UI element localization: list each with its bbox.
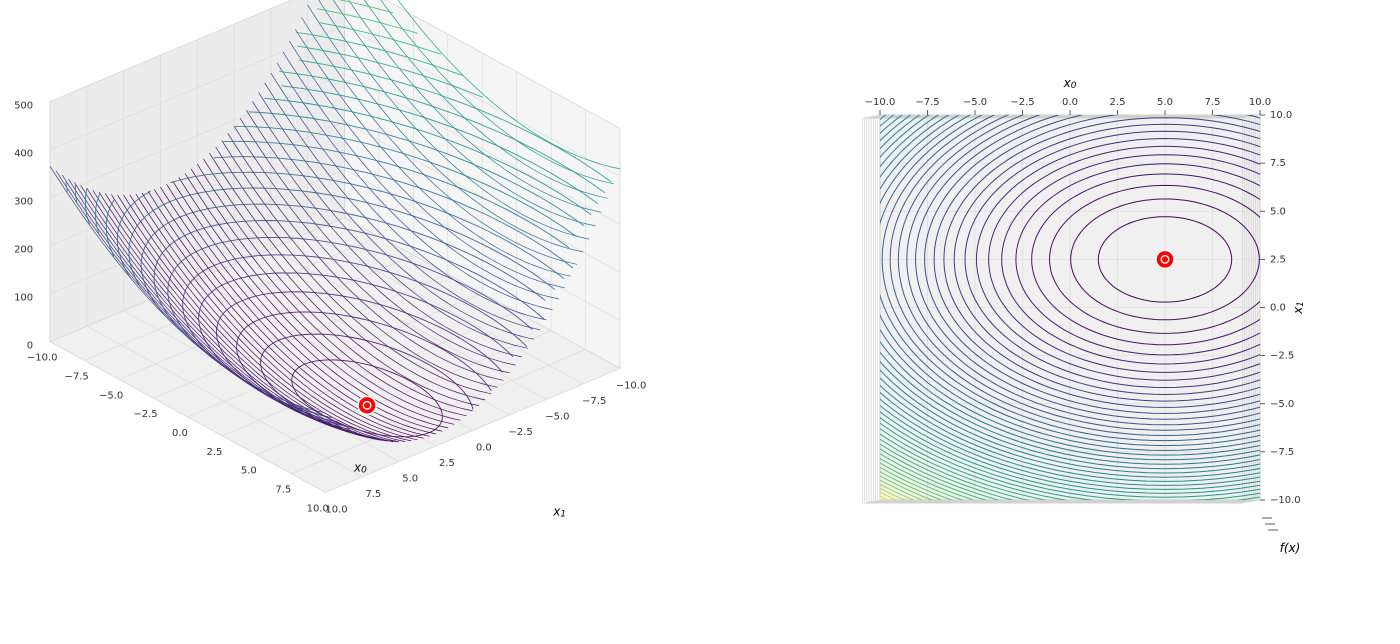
svg-text:0.0: 0.0 bbox=[172, 428, 188, 439]
svg-text:7.5: 7.5 bbox=[1270, 158, 1286, 169]
right-topdown-contour-plot: −10.0 −7.5 −5.0 −2.5 0.0 2.5 5.0 7.5 10.0 10.0 7.5… bbox=[800, 0, 1360, 644]
svg-text:0: 0 bbox=[27, 340, 33, 351]
svg-text:500: 500 bbox=[14, 100, 33, 111]
svg-text:0.0: 0.0 bbox=[1062, 97, 1078, 108]
fx-axis-label: f(x) bbox=[1280, 541, 1301, 555]
svg-text:5.0: 5.0 bbox=[1157, 97, 1173, 108]
svg-text:10.0: 10.0 bbox=[1270, 110, 1292, 121]
svg-text:−10.0: −10.0 bbox=[616, 380, 647, 391]
svg-text:−2.5: −2.5 bbox=[508, 427, 532, 438]
svg-text:−5.0: −5.0 bbox=[963, 97, 987, 108]
left-3d-surface-plot: −10.0 −7.5 −5.0 −2.5 0.0 2.5 5.0 7.5 10.0 −10.0 −7… bbox=[0, 0, 700, 644]
svg-text:−7.5: −7.5 bbox=[582, 396, 606, 407]
svg-text:10.0: 10.0 bbox=[1249, 97, 1271, 108]
svg-text:5.0: 5.0 bbox=[402, 473, 418, 484]
svg-text:−7.5: −7.5 bbox=[65, 371, 89, 382]
svg-text:−10.0: −10.0 bbox=[865, 97, 896, 108]
svg-text:300: 300 bbox=[14, 196, 33, 207]
svg-text:−5.0: −5.0 bbox=[99, 390, 123, 401]
minimum-marker bbox=[358, 396, 376, 414]
svg-text:−10.0: −10.0 bbox=[1270, 495, 1301, 506]
svg-text:−10.0: −10.0 bbox=[27, 353, 58, 364]
svg-text:−2.5: −2.5 bbox=[1010, 97, 1034, 108]
svg-text:5.0: 5.0 bbox=[1270, 206, 1286, 217]
svg-text:7.5: 7.5 bbox=[1205, 97, 1221, 108]
x1-axis-label: x1 bbox=[1291, 301, 1306, 315]
svg-text:−2.5: −2.5 bbox=[133, 409, 157, 420]
svg-text:−7.5: −7.5 bbox=[915, 97, 939, 108]
svg-text:100: 100 bbox=[14, 292, 33, 303]
svg-text:−5.0: −5.0 bbox=[545, 411, 569, 422]
svg-text:2.5: 2.5 bbox=[439, 458, 455, 469]
svg-text:2.5: 2.5 bbox=[206, 447, 222, 458]
svg-text:−2.5: −2.5 bbox=[1270, 351, 1294, 362]
svg-text:200: 200 bbox=[14, 244, 33, 255]
x0-axis-label: x0 bbox=[1063, 76, 1077, 91]
figure: −10.0 −7.5 −5.0 −2.5 0.0 2.5 5.0 7.5 10.0 −10.0 −7… bbox=[0, 0, 1400, 644]
svg-text:−7.5: −7.5 bbox=[1270, 447, 1294, 458]
svg-text:0.0: 0.0 bbox=[1270, 303, 1286, 314]
svg-text:7.5: 7.5 bbox=[365, 489, 381, 500]
axes3d-panes-top bbox=[862, 115, 1260, 503]
svg-text:2.5: 2.5 bbox=[1110, 97, 1126, 108]
minimum-marker bbox=[1156, 250, 1174, 268]
svg-text:400: 400 bbox=[14, 148, 33, 159]
svg-text:2.5: 2.5 bbox=[1270, 254, 1286, 265]
svg-text:10.0: 10.0 bbox=[307, 503, 329, 514]
svg-text:−5.0: −5.0 bbox=[1270, 399, 1294, 410]
x1-axis-label: x1 bbox=[552, 505, 566, 520]
svg-text:0.0: 0.0 bbox=[476, 442, 492, 453]
svg-text:7.5: 7.5 bbox=[275, 485, 291, 496]
svg-text:5.0: 5.0 bbox=[241, 466, 257, 477]
